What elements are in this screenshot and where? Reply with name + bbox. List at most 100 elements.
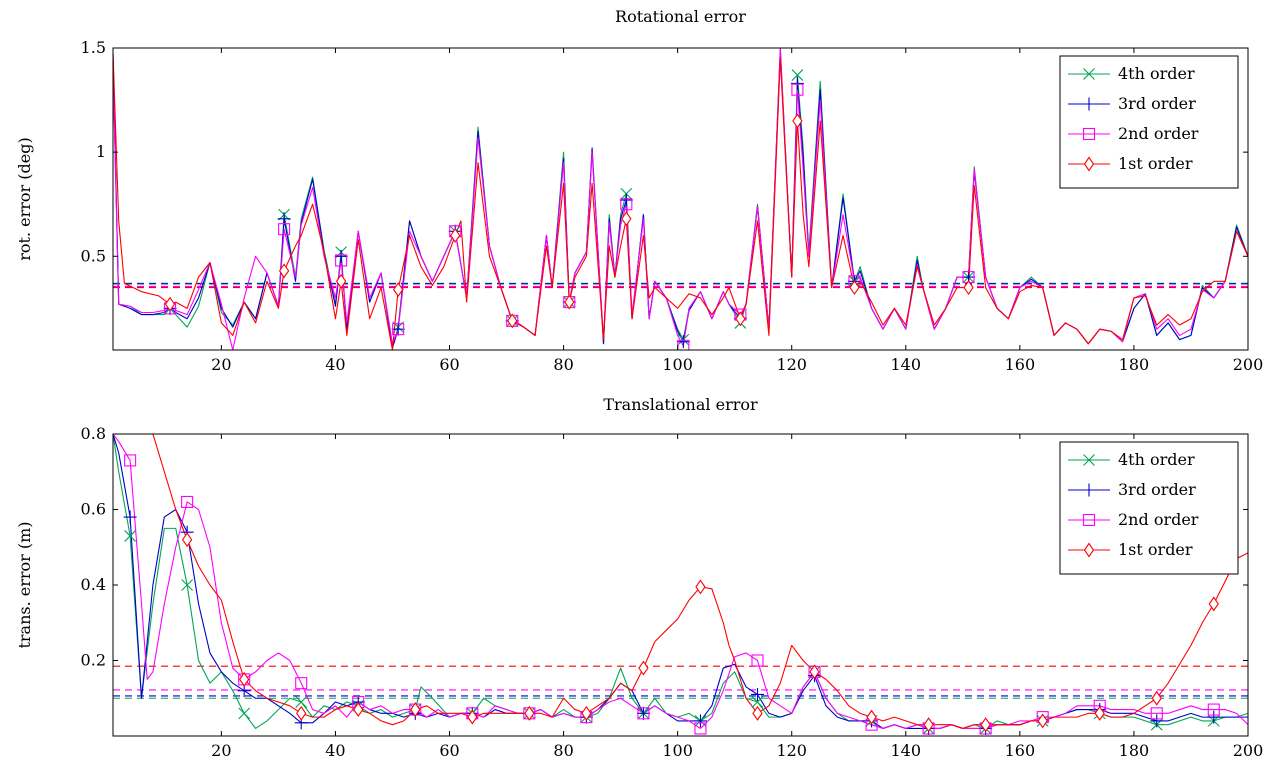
legend-label-2nd-order: 2nd order [1118,124,1199,143]
data-point-2nd-order [1207,703,1220,716]
data-point-3rd-order [636,706,650,720]
data-point-1st-order [1094,705,1105,721]
data-point-3rd-order [391,322,405,336]
data-point-2nd-order [791,83,804,96]
data-point-2nd-order [694,722,707,735]
rotational-error-plot: Rotational error rot. error (deg) 20 40 60 80… [15,7,1263,374]
legend-marker-2nd-order [1082,127,1096,141]
legend-label-4th-order: 4th order [1118,450,1195,469]
legend-label-2nd-order: 2nd order [1118,510,1199,529]
x-tick-label: 180 [1119,741,1150,760]
legend-marker-4th-order [1083,454,1095,466]
data-point-1st-order [809,664,820,680]
data-point-2nd-order [295,677,308,690]
data-point-1st-order [278,263,290,279]
legend-marker-3rd-order [1082,483,1096,497]
data-point-1st-order [181,532,193,548]
y-tick-label: 0.6 [81,500,106,519]
legend-marker-3rd-order [1082,97,1096,111]
data-point-1st-order [353,702,364,718]
data-point-1st-order [1037,713,1048,729]
data-point-1st-order [467,709,478,725]
data-point-2nd-order [392,323,405,336]
series-line-2nd-order [113,434,1248,729]
y-tick-label: 0.4 [81,575,106,594]
data-point-4th-order [124,530,136,542]
data-point-3rd-order [334,249,348,263]
series-markers-2nd-order [163,83,975,350]
data-point-1st-order [980,717,991,733]
data-point-1st-order [752,705,763,721]
series-line-1st-order [113,434,1248,729]
data-point-1st-order [792,113,803,129]
data-point-1st-order [296,705,307,721]
data-point-1st-order [621,211,632,227]
x-tick-label: 140 [891,355,922,374]
data-point-1st-order [507,313,518,329]
data-point-1st-order [393,282,404,298]
x-tick-label: 40 [325,741,345,760]
x-tick-label: 60 [439,355,459,374]
x-tick-label: 120 [776,741,807,760]
x-tick-label: 40 [325,355,345,374]
data-point-2nd-order [1150,707,1163,720]
data-point-3rd-order [693,714,707,728]
x-tick-label: 20 [211,355,231,374]
data-point-4th-order [791,69,804,81]
series-markers-4th-order [124,530,1220,735]
data-point-1st-order [524,705,535,721]
data-point-1st-order [866,709,877,725]
data-point-1st-order [450,227,461,243]
chart-title: Translational error [603,395,758,414]
series-markers-2nd-order [124,454,1220,735]
y-axis-label: trans. error (m) [15,521,34,648]
data-point-2nd-order [751,654,764,667]
x-tick-label: 180 [1119,355,1150,374]
data-point-2nd-order [124,454,137,467]
data-point-1st-order [963,280,974,295]
y-axis-label: rot. error (deg) [15,137,34,260]
data-point-3rd-order [619,193,633,207]
data-point-3rd-order [277,212,291,226]
data-point-2nd-order [181,495,194,509]
legend-marker-2nd-order [1082,513,1096,527]
legend-marker-1st-order [1083,542,1095,558]
series-group [113,434,1248,735]
legend-label-3rd-order: 3rd order [1118,94,1196,113]
x-tick-label: 200 [1233,355,1264,374]
x-tick-label: 100 [662,355,693,374]
legend-label-1st-order: 1st order [1118,154,1193,173]
legend-marker-4th-order [1083,68,1095,80]
series-markers-3rd-order [123,510,1221,735]
x-tick-label: 80 [553,741,573,760]
x-tick-label: 20 [211,741,231,760]
data-point-1st-order [923,717,934,733]
data-point-1st-order [581,705,592,721]
data-point-1st-order [564,294,575,310]
series-markers-1st-order [181,532,1219,733]
legend: 4th order 3rd order 2nd order 1st order [1059,55,1239,189]
data-point-1st-order [335,273,347,289]
x-tick-label: 160 [1005,355,1036,374]
x-tick-label: 80 [553,355,573,374]
data-point-1st-order [735,311,746,327]
legend-label-4th-order: 4th order [1118,64,1195,83]
legend-label-3rd-order: 3rd order [1118,480,1196,499]
data-point-3rd-order [790,76,804,90]
data-point-2nd-order [278,223,291,236]
data-point-1st-order [1208,596,1219,612]
y-tick-label: 0.8 [81,424,106,443]
x-tick-label: 160 [1005,741,1036,760]
data-point-4th-order [238,707,251,720]
y-tick-label: 1.5 [81,38,106,57]
legend-marker-1st-order [1083,156,1095,172]
data-point-1st-order [1151,690,1162,706]
plot-frame [112,47,1249,351]
data-point-2nd-order [620,198,633,211]
data-point-4th-order [295,696,308,708]
series-group [113,48,1248,350]
series-line-1st-order [113,52,1248,350]
y-tick-label: 0.2 [81,651,106,670]
x-tick-label: 140 [891,741,922,760]
